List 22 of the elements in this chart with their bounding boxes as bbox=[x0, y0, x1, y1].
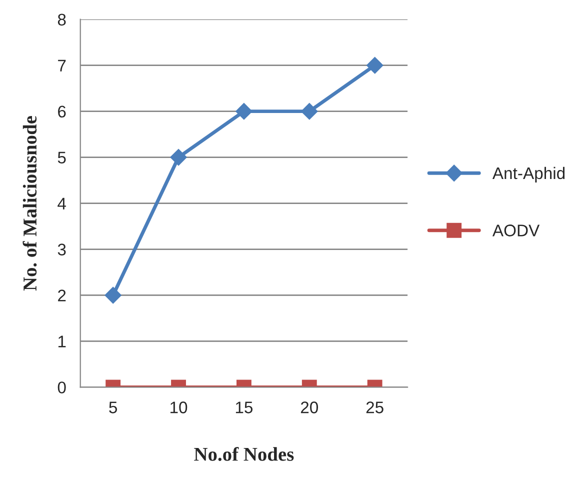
y-axis-title: No. of Maliciousnode bbox=[22, 116, 37, 291]
y-tick-label: 1 bbox=[58, 336, 66, 348]
x-tick-label: 25 bbox=[366, 402, 384, 414]
legend-label: Ant-Aphid bbox=[492, 166, 565, 182]
y-tick-label: 2 bbox=[58, 290, 66, 302]
y-tick-label: 4 bbox=[58, 198, 66, 210]
point bbox=[366, 56, 384, 74]
point bbox=[236, 102, 252, 120]
y-tick-label: 6 bbox=[58, 106, 66, 118]
y-tick-label: 5 bbox=[58, 152, 66, 164]
x-tick-label: 5 bbox=[109, 402, 118, 414]
x-axis-title: No.of Nodes bbox=[194, 446, 294, 461]
x-tick-label: 20 bbox=[300, 402, 318, 414]
x-tick-label: 10 bbox=[170, 402, 188, 414]
point bbox=[301, 102, 318, 120]
y-tick-label: 0 bbox=[58, 382, 66, 394]
point bbox=[170, 148, 187, 166]
y-tick-label: 7 bbox=[58, 60, 66, 72]
legend-label: AODV bbox=[492, 224, 540, 236]
y-tick-label: 3 bbox=[58, 244, 66, 256]
x-tick-label: 15 bbox=[236, 402, 253, 414]
y-tick-label: 8 bbox=[58, 14, 66, 26]
